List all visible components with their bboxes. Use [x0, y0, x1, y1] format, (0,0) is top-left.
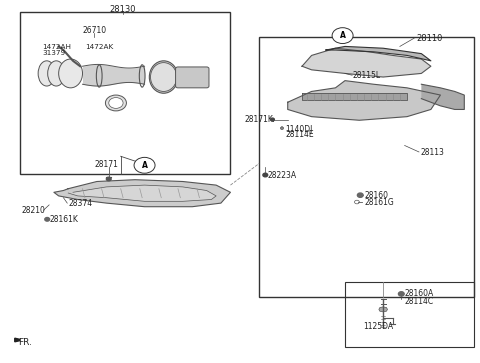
Circle shape — [45, 217, 49, 221]
Polygon shape — [379, 307, 387, 312]
Polygon shape — [302, 93, 407, 101]
Circle shape — [106, 95, 126, 111]
Polygon shape — [288, 81, 441, 120]
Polygon shape — [302, 48, 431, 77]
Ellipse shape — [149, 61, 178, 93]
Ellipse shape — [151, 63, 177, 91]
Ellipse shape — [38, 61, 55, 86]
Text: 28161G: 28161G — [364, 197, 394, 207]
Text: 28113: 28113 — [420, 148, 444, 157]
Ellipse shape — [48, 61, 65, 86]
Text: 1140DJ: 1140DJ — [285, 125, 312, 134]
Text: 28374: 28374 — [68, 199, 92, 208]
Bar — [345, 282, 474, 347]
Text: 28210: 28210 — [22, 206, 45, 215]
Polygon shape — [326, 46, 431, 61]
Text: A: A — [142, 161, 147, 170]
Text: 1125DA: 1125DA — [363, 322, 394, 331]
FancyBboxPatch shape — [176, 67, 209, 88]
Ellipse shape — [59, 59, 83, 88]
Polygon shape — [281, 127, 283, 130]
Circle shape — [271, 118, 275, 121]
Text: 28115L: 28115L — [352, 71, 380, 80]
Text: 28114E: 28114E — [285, 130, 314, 139]
Text: 28171K: 28171K — [245, 115, 274, 124]
Text: 31379: 31379 — [42, 49, 65, 56]
Text: 28160A: 28160A — [405, 289, 434, 298]
Polygon shape — [68, 185, 216, 201]
Circle shape — [107, 177, 111, 181]
Text: 26710: 26710 — [83, 26, 107, 36]
Circle shape — [134, 158, 155, 173]
Circle shape — [358, 193, 363, 197]
Bar — [259, 37, 474, 297]
Text: 28223A: 28223A — [268, 171, 297, 180]
Text: 1472AH: 1472AH — [42, 45, 71, 50]
Polygon shape — [54, 180, 230, 207]
Text: 28161K: 28161K — [49, 215, 78, 224]
Circle shape — [109, 98, 123, 109]
Circle shape — [263, 173, 268, 177]
Text: 28114C: 28114C — [405, 297, 434, 306]
Text: A: A — [340, 31, 346, 40]
Polygon shape — [421, 84, 464, 110]
Text: 1472AK: 1472AK — [85, 45, 113, 50]
Text: FR.: FR. — [18, 338, 32, 347]
Text: 28171: 28171 — [95, 160, 119, 169]
Text: 28130: 28130 — [110, 5, 136, 14]
Circle shape — [332, 28, 353, 44]
Text: 28110: 28110 — [417, 34, 443, 42]
Circle shape — [398, 292, 404, 296]
Polygon shape — [15, 338, 20, 342]
Bar — [21, 12, 230, 174]
Text: 28160: 28160 — [364, 191, 388, 200]
